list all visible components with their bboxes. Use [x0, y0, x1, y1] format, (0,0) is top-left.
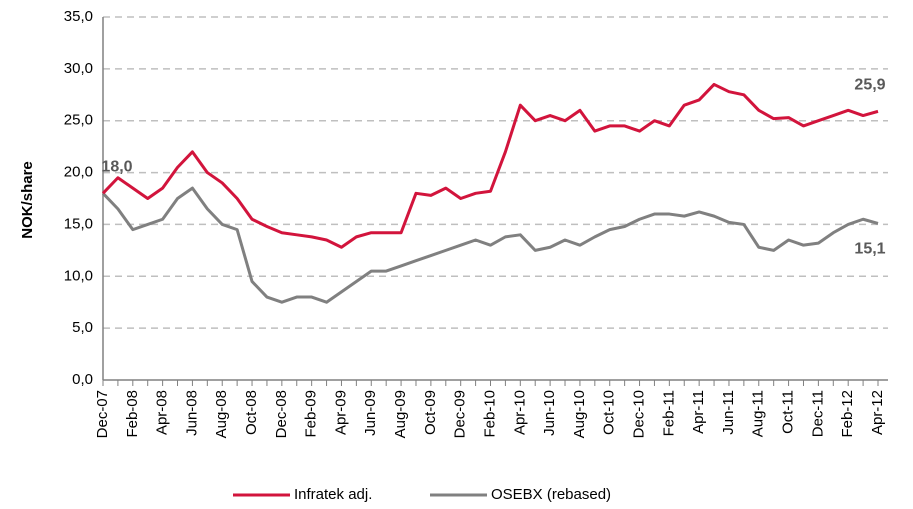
x-tick-label: Aug-11	[750, 390, 767, 437]
x-tick-label: Dec-08	[273, 390, 290, 438]
series-line	[101, 82, 879, 249]
x-tick-label: Jun-10	[541, 390, 558, 436]
legend-label: OSEBX (rebased)	[491, 486, 611, 503]
x-tick-label: Feb-12	[839, 390, 856, 438]
x-tick-label: Feb-09	[303, 390, 320, 438]
x-tick-label: Apr-11	[690, 390, 707, 434]
x-tick-label: Oct-10	[601, 390, 618, 435]
y-tick-label: 15,0	[64, 215, 93, 232]
x-tick-label: Jun-11	[720, 390, 737, 435]
x-tick-label: Oct-11	[780, 390, 797, 434]
y-tick-label: 25,0	[64, 112, 93, 129]
y-tick-label: 0,0	[72, 371, 93, 388]
data-label: 25,9	[854, 77, 885, 94]
data-label: 18,0	[101, 159, 132, 176]
x-tick-label: Oct-08	[243, 390, 260, 435]
y-tick-label: 20,0	[64, 164, 93, 181]
y-tick-label: 10,0	[64, 267, 93, 284]
x-tick-label: Dec-11	[809, 390, 826, 437]
y-tick-label: 35,0	[64, 8, 93, 25]
y-tick-label: 30,0	[64, 60, 93, 77]
x-tick-label: Jun-09	[362, 390, 379, 436]
legend-label: Infratek adj.	[294, 486, 372, 503]
series-line	[101, 186, 879, 304]
x-tick-label: Apr-08	[154, 390, 171, 435]
x-tick-label: Aug-09	[392, 390, 409, 438]
x-tick-label: Aug-08	[213, 390, 230, 438]
x-tick-label: Dec-09	[452, 390, 469, 438]
y-axis-title: NOK/share	[19, 161, 36, 239]
x-tick-label: Jun-08	[183, 390, 200, 436]
x-tick-label: Apr-12	[869, 390, 886, 435]
x-tick-label: Apr-09	[332, 390, 349, 435]
x-tick-label: Dec-07	[94, 390, 111, 438]
x-tick-label: Oct-09	[422, 390, 439, 435]
x-tick-label: Aug-10	[571, 390, 588, 438]
data-label: 15,1	[854, 241, 885, 258]
x-tick-label: Apr-10	[511, 390, 528, 435]
x-tick-label: Feb-08	[124, 390, 141, 438]
x-tick-label: Dec-10	[631, 390, 648, 438]
x-tick-label: Feb-10	[481, 390, 498, 438]
x-tick-label: Feb-11	[660, 390, 677, 436]
y-tick-label: 5,0	[72, 319, 93, 336]
